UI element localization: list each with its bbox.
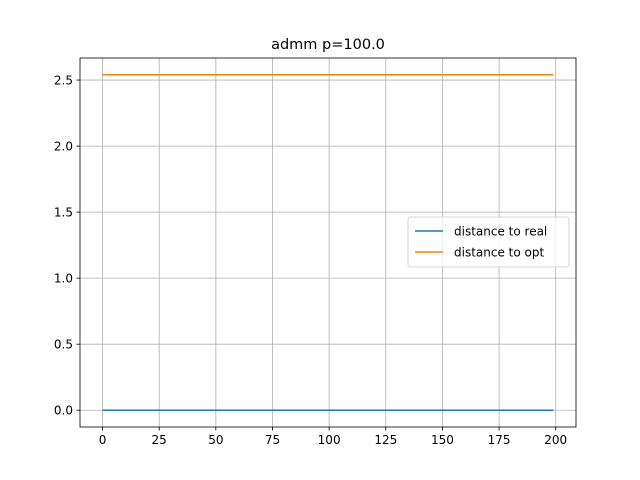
x-tick-label: 75 <box>265 433 280 447</box>
y-tick-label: 1.5 <box>54 206 73 220</box>
legend-label: distance to real <box>454 225 547 239</box>
x-tick-label: 125 <box>374 433 397 447</box>
series-lines <box>102 74 554 411</box>
x-tick-label: 50 <box>208 433 223 447</box>
legend-label: distance to opt <box>454 246 544 260</box>
x-tick-label: 100 <box>318 433 341 447</box>
y-tick-label: 0.0 <box>54 404 73 418</box>
y-tick-label: 2.0 <box>54 140 73 154</box>
legend-box <box>407 216 570 268</box>
chart-title: admm p=100.0 <box>271 37 385 53</box>
plot-frame <box>79 57 577 428</box>
x-tick-label: 200 <box>544 433 567 447</box>
grid <box>80 58 576 427</box>
x-tick-label: 0 <box>99 433 107 447</box>
y-tick-label: 2.5 <box>54 74 73 88</box>
y-tick-label: 1.0 <box>54 272 73 286</box>
x-tick-label: 150 <box>431 433 454 447</box>
x-tick-label: 175 <box>488 433 511 447</box>
x-tick-label: 25 <box>152 433 167 447</box>
ticks: 0 25 50 75 100 125 150 175 200 0.0 0.5 1.0 1.5 2.0 2.5 <box>54 74 567 447</box>
legend: distance to real distance to opt <box>407 216 570 268</box>
y-tick-label: 0.5 <box>54 338 73 352</box>
